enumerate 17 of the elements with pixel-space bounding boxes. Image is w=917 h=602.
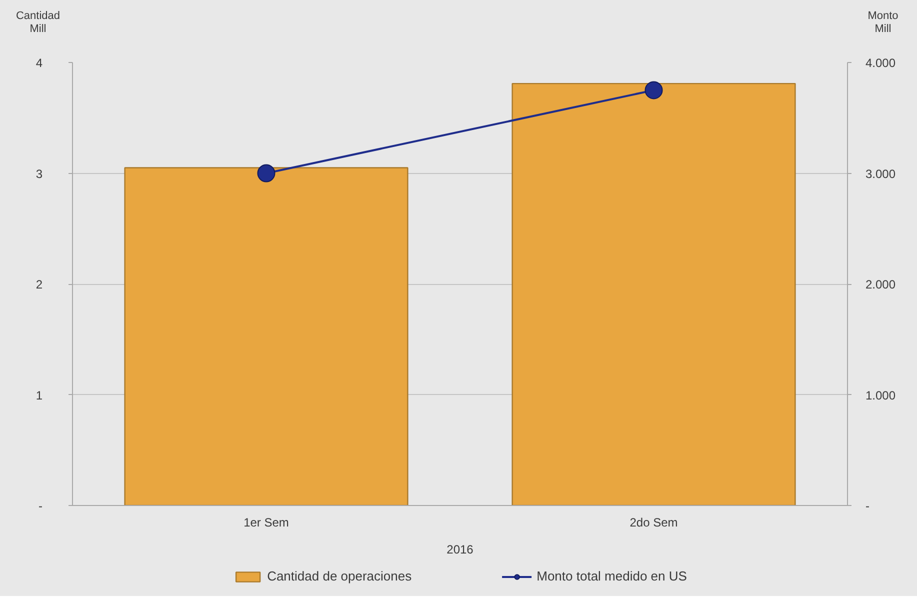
y2-axis-title: Monto Mill [866, 10, 900, 36]
legend-label: Monto total medido en US [536, 568, 687, 584]
y-tick-label: 1 [36, 388, 43, 402]
x-axis-title: 2016 [446, 542, 474, 556]
y2-tick-label: 2.000 [866, 278, 896, 292]
y2-tick-label: 3.000 [866, 166, 896, 181]
legend-label: Cantidad de operaciones [267, 568, 412, 584]
y2-tick-label: 1.000 [866, 388, 896, 402]
y-tick-label: 2 [36, 278, 43, 292]
y2-tick-label: 4.000 [866, 56, 896, 70]
y-tick-label: 4 [36, 56, 43, 70]
x-tick-label: 2do Sem [630, 516, 678, 530]
y-tick-label: - [38, 499, 43, 513]
y-tick-label: 3 [36, 166, 43, 181]
y-axis-title: Cantidad Mill [14, 10, 62, 36]
x-tick-label: 1er Sem [244, 516, 289, 530]
y2-tick-label: - [866, 499, 870, 513]
